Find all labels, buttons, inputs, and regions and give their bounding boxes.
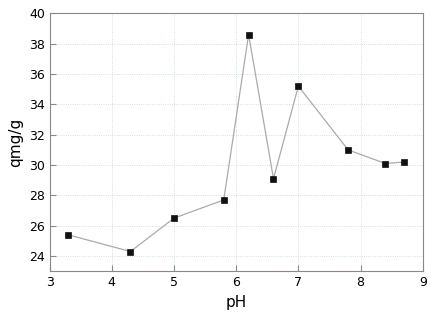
Y-axis label: qmg/g: qmg/g [8,118,23,167]
X-axis label: pH: pH [225,295,246,310]
